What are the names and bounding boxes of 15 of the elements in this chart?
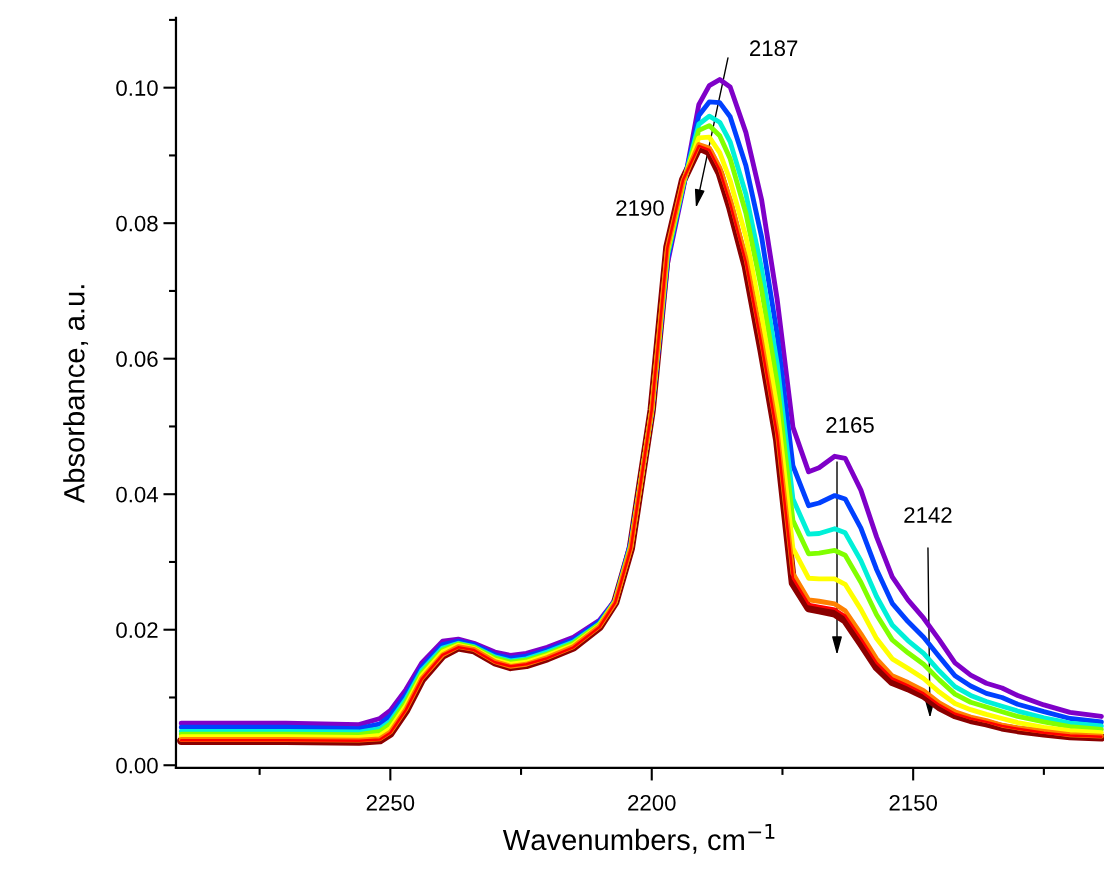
y-tick-label: 0.04: [116, 486, 158, 503]
x-tick-label: 2200: [628, 794, 676, 811]
annotation: 2190: [616, 200, 664, 216]
y-tick-label: 0.02: [116, 622, 158, 638]
x-axis-title: Wavenumbers, cm$^{−1}$: [502, 823, 775, 854]
x-tick-label: 2150: [889, 794, 938, 811]
y-tick-label: 0.00: [116, 757, 158, 774]
y-axis-title: Absorbance, a.u.: [63, 285, 89, 504]
x-tick-label: 2250: [366, 794, 415, 811]
annotation: 2142: [904, 507, 952, 523]
annotation: 2187: [750, 40, 798, 57]
y-tick-label: 0.08: [116, 215, 158, 232]
y-tick-label: 0.10: [116, 80, 158, 96]
annotation: 2165: [826, 417, 874, 433]
y-tick-label: 0.06: [116, 351, 158, 367]
